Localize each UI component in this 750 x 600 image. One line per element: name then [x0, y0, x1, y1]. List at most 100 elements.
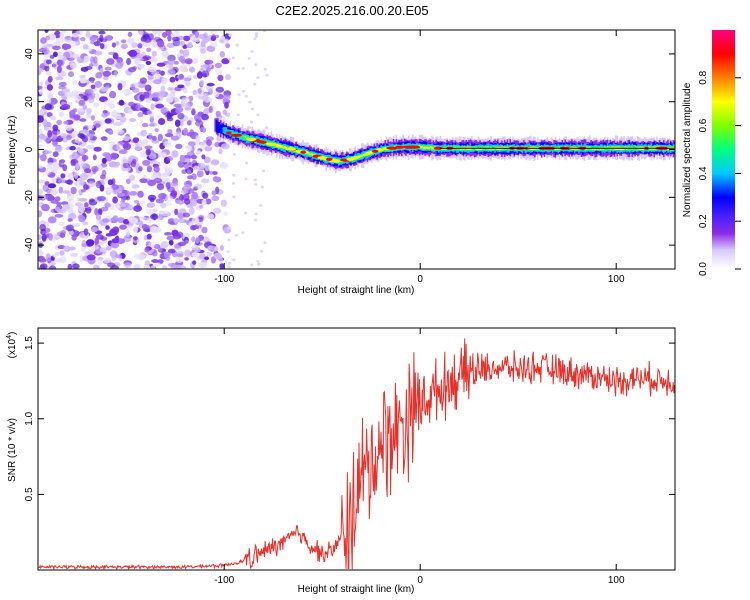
noise-blob: [127, 37, 135, 45]
noise-blob: [45, 194, 55, 202]
noise-blob: [65, 44, 72, 50]
noise-blob: [38, 165, 44, 169]
noise-blob: [59, 232, 66, 238]
ridge-cell: [246, 137, 248, 140]
noise-blob: [128, 49, 138, 58]
noise-blob: [170, 190, 178, 197]
noise-blob: [188, 141, 196, 147]
noise-blob: [70, 159, 77, 167]
figure-title: C2E2.2025.216.00.20.E05: [275, 3, 428, 18]
noise-blob: [223, 211, 228, 216]
noise-blob: [195, 236, 200, 244]
noise-blob: [160, 107, 166, 114]
noise-speck: [257, 262, 261, 266]
noise-blob: [149, 115, 154, 123]
noise-blob: [168, 239, 174, 246]
noise-blob: [125, 195, 131, 201]
noise-speck: [227, 261, 231, 265]
noise-blob: [97, 195, 106, 202]
noise-blob: [58, 159, 66, 164]
noise-blob: [224, 101, 229, 109]
noise-blob: [192, 260, 197, 265]
colorbar-tick-label: 0.6: [698, 118, 709, 132]
noise-blob: [196, 71, 203, 79]
noise-blob: [183, 164, 189, 169]
noise-blob: [44, 103, 53, 111]
noise-speck: [254, 33, 258, 37]
snr-scale-factor: (x104): [6, 332, 18, 359]
noise-blob: [225, 43, 231, 49]
noise-blob: [97, 256, 104, 261]
noise-blob: [221, 58, 230, 65]
noise-blob: [157, 40, 165, 48]
noise-blob: [38, 115, 44, 123]
noise-blob: [173, 218, 179, 224]
noise-blob: [44, 64, 50, 72]
noise-blob: [148, 152, 157, 160]
noise-blob: [100, 136, 108, 141]
noise-blob: [119, 203, 127, 208]
noise-blob: [161, 51, 170, 57]
ridge-cell: [624, 146, 627, 149]
noise-blob: [39, 154, 47, 162]
ridge-peak: [226, 131, 232, 135]
noise-blob: [180, 58, 186, 64]
noise-blob: [86, 108, 92, 114]
noise-blob: [179, 41, 186, 46]
noise-blob: [130, 160, 136, 168]
ridge-peak: [365, 151, 373, 155]
noise-blob: [115, 203, 122, 209]
ridge-peak: [408, 145, 421, 149]
noise-blob: [195, 135, 201, 143]
noise-blob: [109, 203, 115, 211]
noise-blob: [54, 145, 63, 153]
noise-blob: [90, 84, 96, 90]
spectrogram-panel: -100 0 100 -40 -20 0 20 40 Height of straight …: [7, 29, 676, 296]
noise-blob: [204, 256, 210, 261]
noise-blob: [215, 86, 225, 93]
ridge-cell: [484, 146, 487, 149]
noise-blob: [93, 245, 100, 250]
noise-blob: [45, 137, 51, 144]
noise-blob: [71, 151, 80, 159]
noise-blob: [209, 30, 218, 35]
noise-blob: [65, 124, 73, 131]
noise-blob: [175, 107, 181, 114]
noise-blob: [163, 251, 170, 259]
noise-blob: [157, 133, 163, 142]
ridge-peak: [300, 150, 307, 154]
noise-blob: [158, 210, 165, 215]
noise-blob: [133, 236, 138, 241]
noise-blob: [171, 150, 179, 158]
noise-blob: [200, 48, 207, 54]
noise-blob: [98, 30, 106, 35]
colorbar: 0.0 0.2 0.4 0.6 0.8 Normalized spectral ampl…: [682, 30, 741, 276]
noise-blob: [92, 168, 97, 175]
noise-speck: [254, 183, 258, 186]
noise-blob: [155, 103, 165, 109]
noise-speck: [245, 161, 249, 165]
noise-blob: [46, 162, 56, 170]
noise-blob: [81, 162, 86, 167]
noise-blob: [69, 62, 78, 69]
noise-speck: [243, 211, 247, 215]
noise-blob: [151, 259, 159, 263]
noise-blob: [204, 59, 214, 65]
noise-blob: [133, 57, 141, 66]
ridge-cell: [224, 126, 226, 135]
noise-blob: [38, 248, 43, 256]
noise-blob: [175, 189, 181, 198]
noise-blob: [184, 249, 192, 257]
noise-blob: [208, 170, 215, 175]
noise-blob: [177, 212, 183, 220]
noise-blob: [174, 264, 183, 269]
noise-speck: [237, 93, 241, 97]
noise-blob: [104, 202, 111, 208]
noise-blob: [111, 42, 116, 48]
noise-cloud: [38, 30, 269, 269]
noise-blob: [93, 146, 102, 152]
noise-blob: [52, 45, 61, 51]
noise-blob: [71, 235, 77, 241]
noise-blob: [186, 145, 193, 152]
